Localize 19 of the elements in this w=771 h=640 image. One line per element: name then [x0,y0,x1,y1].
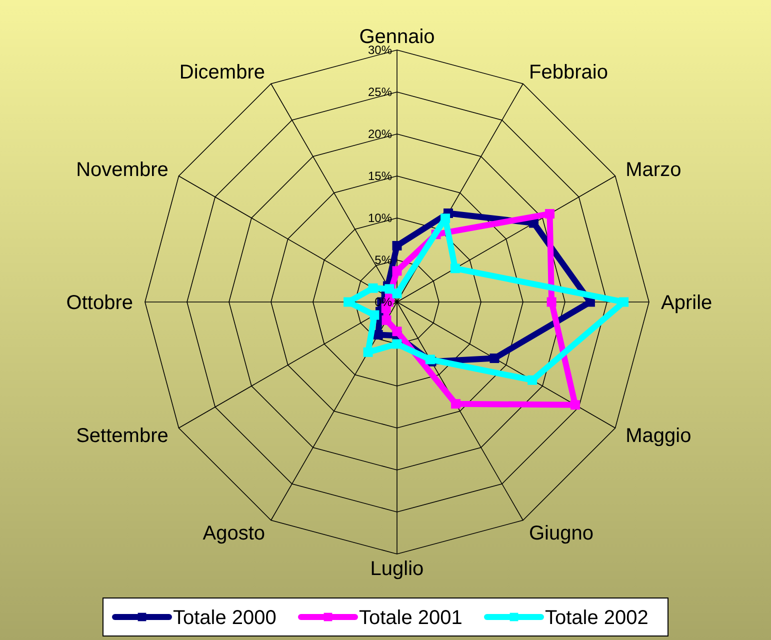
spoke-label: Luglio [370,558,424,580]
spoke-label: Ottobre [66,292,133,314]
spoke-label: Febbraio [529,62,608,84]
spoke-label: Giugno [529,522,594,544]
spoke-label: Agosto [202,522,265,544]
y-tick-label: 30% [368,43,392,57]
y-tick-label: 15% [368,169,392,183]
legend-label: Totale 2002 [545,607,648,629]
spoke-label: Settembre [76,425,168,447]
y-tick-label: 20% [368,127,392,141]
y-tick-label: 10% [368,211,392,225]
spoke-label: Novembre [76,159,168,181]
legend-label: Totale 2000 [173,607,276,629]
spoke-label: Marzo [626,159,682,181]
y-tick-label: 25% [368,85,392,99]
legend-label: Totale 2001 [359,607,462,629]
spoke-label: Maggio [626,425,692,447]
spoke-label: Dicembre [179,62,265,84]
spoke-label: Aprile [661,292,712,314]
